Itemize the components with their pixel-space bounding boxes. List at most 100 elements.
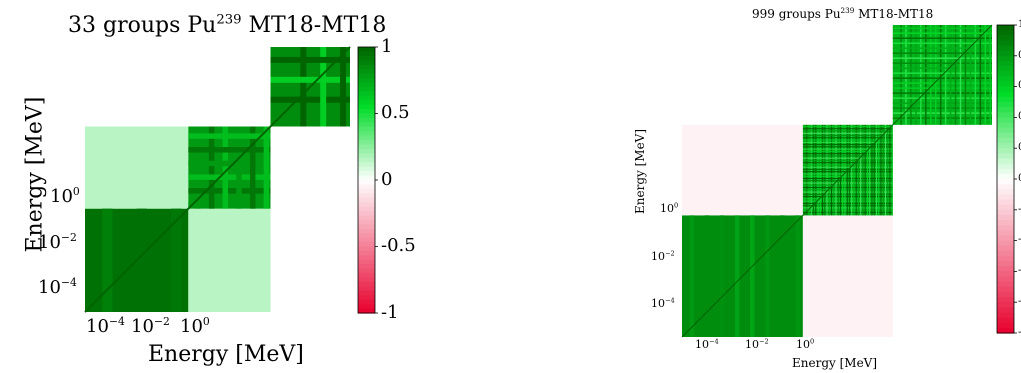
stripe-mid-v	[844, 124, 846, 216]
right-xtick-2: 10−2	[745, 337, 769, 351]
stripe-high-h	[892, 82, 992, 84]
stripe-mid-v	[864, 124, 866, 216]
stripe-high-v	[900, 25, 902, 125]
stripe-mid-v	[855, 124, 857, 216]
stripe-mid-v	[891, 124, 893, 216]
stripe-mid-h	[802, 141, 893, 143]
right-xtick-1: 10−4	[695, 337, 719, 351]
stripe-mid-h	[802, 130, 893, 132]
stripe-mid-h	[802, 180, 893, 182]
colorbar-segment	[997, 96, 1014, 103]
stripe-mid-v	[249, 126, 256, 209]
colorbar-segment	[997, 50, 1014, 57]
colorbar-segment	[358, 264, 375, 270]
left-xtick-1: 10−4	[86, 315, 125, 337]
stripe-mid-h	[802, 128, 893, 130]
stripe-low-v	[102, 208, 113, 312]
stripe-mid-h	[802, 187, 893, 189]
stripe-high-h	[892, 42, 992, 44]
right-ylabel: Energy [MeV]	[633, 128, 647, 214]
left-xtick-2: 10−2	[131, 315, 170, 337]
diagonal-line	[84, 46, 351, 313]
colorbar-segment	[997, 168, 1014, 175]
stripe-high-h	[892, 112, 992, 114]
colorbar-segment	[997, 179, 1014, 185]
stripe-high-h	[892, 107, 992, 109]
stripe-high-h	[270, 56, 350, 63]
stripe-mid-h	[188, 188, 271, 194]
stripe-mid-v	[208, 126, 215, 209]
stripe-mid-h	[802, 132, 893, 134]
stripe-mid-h	[802, 146, 893, 148]
colorbar-segment	[997, 127, 1014, 134]
stripe-mid-h	[802, 193, 893, 195]
stripe-high-h	[892, 117, 992, 119]
stripe-mid-v	[857, 124, 859, 216]
colorbar-segment	[997, 60, 1014, 67]
colorbar-segment	[997, 230, 1014, 237]
block-cross-mid-low	[682, 124, 803, 216]
stripe-mid-v	[878, 124, 880, 216]
colorbar-segment	[358, 281, 375, 287]
stripe-high-h	[892, 97, 992, 99]
colorbar-segment	[358, 193, 375, 199]
colorbar-segment	[358, 286, 375, 292]
stripe-mid-v	[824, 124, 826, 216]
colorbar-segment	[997, 302, 1014, 308]
stripe-high-h	[892, 77, 992, 79]
stripe-high-v	[340, 47, 347, 127]
colorbar-segment	[358, 60, 375, 66]
right-xlabel: Energy [MeV]	[792, 356, 878, 370]
colorbar-tick-label: 0.5	[381, 102, 410, 124]
block-cross-low-mid	[188, 208, 271, 312]
stripe-high-v	[944, 25, 947, 125]
colorbar-segment	[997, 286, 1014, 293]
stripe-high-h	[892, 67, 992, 69]
stripe-high-v	[300, 47, 307, 127]
colorbar-segment	[358, 215, 375, 221]
colorbar-segment	[997, 55, 1014, 62]
colorbar-segment	[358, 219, 375, 225]
colorbar-segment	[997, 291, 1014, 298]
stripe-mid-v	[860, 124, 862, 216]
stripe-mid-h	[188, 174, 271, 180]
stripe-mid-h	[802, 173, 893, 175]
colorbar-segment	[997, 194, 1014, 201]
colorbar-segment	[997, 122, 1014, 129]
stripe-mid-v	[866, 124, 868, 216]
colorbar-segment	[358, 211, 375, 217]
colorbar-segment	[358, 148, 375, 154]
stripe-high-h	[892, 52, 992, 54]
colorbar-segment	[358, 162, 375, 168]
stripe-mid-v	[222, 126, 229, 209]
colorbar-segment	[358, 100, 375, 106]
stripe-mid-v	[828, 124, 830, 216]
colorbar-segment	[358, 180, 375, 186]
colorbar-segment	[997, 25, 1014, 31]
left-heatmap	[84, 46, 378, 314]
colorbar-segment	[358, 290, 375, 296]
stripe-mid-h	[802, 182, 893, 184]
stripe-mid-h	[188, 133, 271, 139]
stripe-high-v	[989, 25, 992, 125]
stripe-mid-v	[835, 124, 837, 216]
left-ytick-3: 10−4	[38, 276, 77, 298]
stripe-mid-h	[802, 159, 893, 161]
stripe-low-v	[795, 215, 800, 337]
colorbar-segment	[358, 304, 375, 310]
colorbar-segment	[997, 66, 1014, 72]
colorbar-segment	[997, 327, 1014, 334]
stripe-mid-v	[813, 124, 815, 216]
left-ytick-2: 10−2	[38, 231, 77, 253]
colorbar-segment	[358, 104, 375, 110]
stripe-mid-v	[873, 124, 875, 216]
colorbar-segment	[997, 307, 1014, 314]
stripe-mid-h	[802, 153, 893, 155]
block-cross-low-mid	[802, 215, 893, 337]
stripe-high-v	[954, 25, 957, 125]
colorbar-segment	[997, 209, 1014, 216]
colorbar-segment	[997, 173, 1014, 180]
stripe-mid-v	[880, 124, 882, 216]
colorbar-segment	[997, 271, 1014, 278]
colorbar-segment	[997, 45, 1014, 52]
